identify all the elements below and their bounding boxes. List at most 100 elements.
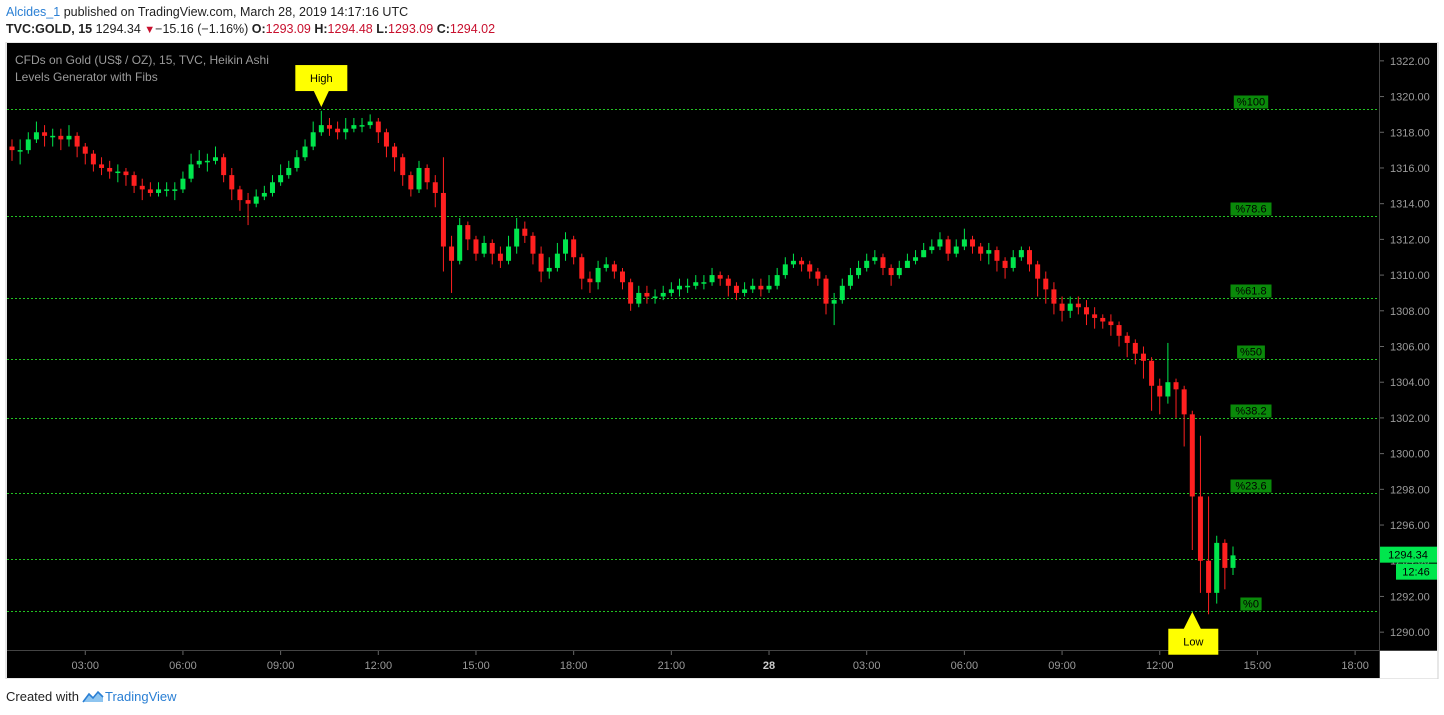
candle-body — [937, 239, 943, 247]
candle-body — [497, 253, 503, 261]
x-tick-label: 18:00 — [560, 660, 588, 672]
candle-body — [310, 132, 316, 147]
fib-level-badge — [1240, 597, 1262, 611]
candle-body — [1173, 382, 1179, 390]
candle-body — [864, 260, 870, 268]
fib-level-badge — [1230, 284, 1272, 298]
candle-body — [213, 157, 218, 161]
candle-body — [50, 135, 56, 138]
open-value: 1293.09 — [265, 22, 311, 36]
candle-body — [473, 239, 479, 254]
candle-body — [1157, 385, 1163, 397]
low-marker-arrow — [1183, 611, 1202, 630]
y-tick-label: 1308.00 — [1390, 306, 1430, 318]
candle-body — [668, 289, 674, 293]
candle-body — [733, 285, 739, 293]
candle-body — [33, 132, 39, 140]
fib-level-badge — [1230, 404, 1272, 418]
candle-body — [261, 192, 267, 197]
x-tick-label: 03:00 — [71, 660, 99, 672]
candle-body — [9, 146, 15, 151]
change-down-icon: ▼ — [144, 24, 156, 36]
candle-body — [424, 167, 430, 183]
low-marker-box — [1168, 628, 1219, 655]
candle-body — [913, 257, 919, 261]
candle-body — [302, 146, 308, 158]
candle-body — [286, 167, 292, 176]
candle-body — [204, 160, 210, 163]
chart-header: Alcides_1 published on TradingView.com, … — [0, 0, 1444, 42]
x-tick-label: 12:00 — [365, 660, 393, 672]
price-chart[interactable]: %100 %78.6 %61.8 %50 %38.2 %23.6 %0 1290.00 129… — [0, 42, 1444, 679]
time-axis[interactable] — [7, 651, 1379, 678]
candle-body — [628, 282, 634, 304]
candle-body — [359, 125, 365, 127]
candle-body — [326, 125, 332, 129]
plot-area[interactable] — [7, 43, 1379, 650]
candle-body — [278, 175, 284, 183]
candle-body — [25, 139, 31, 151]
candle-body — [872, 257, 878, 261]
candle-body — [383, 132, 389, 147]
candle-body — [815, 271, 821, 279]
candle-body — [1206, 560, 1212, 593]
candle-body — [375, 121, 381, 133]
candle-body — [847, 275, 853, 286]
candle-body — [961, 239, 967, 247]
y-tick-label: 1322.00 — [1390, 56, 1430, 68]
candle-body — [1132, 342, 1138, 354]
fib-level-badge — [1230, 479, 1272, 493]
candle-body — [408, 175, 414, 190]
x-tick-label: 28 — [763, 660, 775, 672]
candle-body — [953, 246, 959, 254]
candle-body — [782, 264, 788, 276]
candle-body — [481, 242, 487, 254]
candle-body — [82, 146, 88, 154]
candle-body — [522, 228, 528, 236]
candle-body — [1214, 542, 1220, 593]
author-link[interactable]: Alcides_1 — [6, 5, 61, 19]
x-tick-label: 09:00 — [1048, 660, 1076, 672]
last-price-badge — [1380, 546, 1437, 563]
candle-body — [269, 182, 275, 193]
candle-body — [611, 264, 617, 272]
last-price: 1294.34 — [95, 22, 141, 36]
candle-body — [1027, 250, 1032, 265]
x-tick-label: 15:00 — [1244, 660, 1272, 672]
candle-body — [221, 157, 227, 176]
candle-body — [579, 257, 585, 279]
candle-body — [856, 267, 862, 276]
candle-body — [929, 246, 935, 251]
candle-body — [1165, 382, 1171, 397]
candle-body — [1092, 314, 1098, 318]
fib-level-badge — [1230, 202, 1272, 216]
x-tick-label: 18:00 — [1341, 660, 1369, 672]
candle-body — [449, 246, 455, 261]
candle-body — [74, 135, 80, 147]
x-tick-label: 12:00 — [1146, 660, 1174, 672]
candle-body — [978, 246, 984, 254]
candle-body — [465, 225, 471, 240]
candle-body — [172, 189, 178, 191]
candle-body — [620, 271, 625, 283]
candle-body — [921, 250, 927, 258]
candle-body — [506, 246, 512, 261]
fib-level-label: %61.8 — [1235, 286, 1266, 298]
candle-body — [1124, 335, 1130, 343]
candle-body — [880, 257, 886, 268]
y-tick-label: 1306.00 — [1390, 342, 1430, 354]
candle-body — [1059, 303, 1065, 311]
candle-body — [660, 292, 666, 297]
candle-body — [139, 185, 145, 190]
candle-body — [831, 300, 837, 304]
candle-body — [188, 164, 194, 179]
symbol-name: TVC:GOLD, 15 — [6, 22, 93, 36]
candle-body — [1100, 317, 1106, 322]
fib-level-label: %38.2 — [1235, 406, 1266, 418]
publish-line: Alcides_1 published on TradingView.com, … — [6, 5, 408, 19]
candle-body — [994, 250, 1000, 261]
candle-body — [58, 135, 64, 140]
candle-body — [1035, 264, 1041, 279]
tradingview-link[interactable]: TradingView — [104, 689, 177, 704]
candle-body — [538, 253, 544, 272]
